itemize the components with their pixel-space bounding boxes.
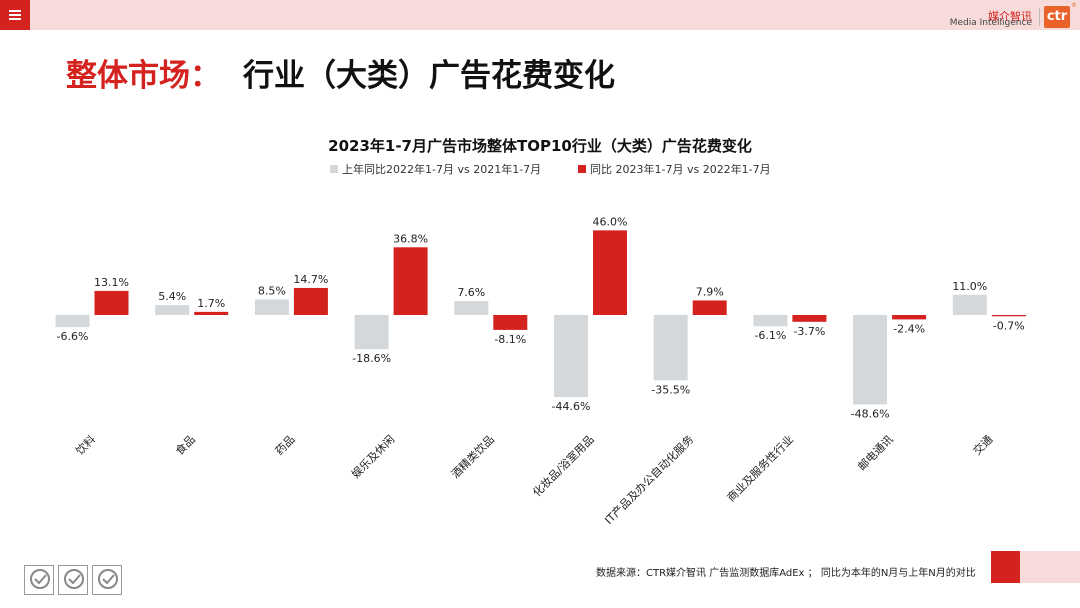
sgs-badge <box>24 565 54 595</box>
data-label-prev-year: -44.6% <box>552 400 591 413</box>
category-label: 食品 <box>172 432 197 457</box>
data-label-current-year: -2.4% <box>893 322 925 335</box>
data-label-current-year: 36.8% <box>393 232 428 245</box>
sgs-seal-icon <box>98 569 118 589</box>
bar-current-year <box>792 315 827 322</box>
data-label-prev-year: -35.5% <box>651 383 690 396</box>
data-label-current-year: 7.9% <box>696 285 724 298</box>
bar-prev-year <box>55 315 90 328</box>
page-title-right: 行业（大类）广告花费变化 <box>243 58 615 94</box>
bar-current-year <box>293 287 328 315</box>
sgs-badge <box>58 565 88 595</box>
bar-prev-year <box>653 315 688 381</box>
brand-name-cn: 媒介智讯 <box>988 10 1032 23</box>
bar-current-year <box>393 247 428 315</box>
data-label-current-year: 14.7% <box>293 273 328 286</box>
category-label: 娱乐及休闲 <box>348 432 397 481</box>
category-label: 商业及服务性行业 <box>724 432 796 504</box>
legend-swatch-red <box>578 165 586 173</box>
bar-prev-year <box>155 305 190 315</box>
category-label: IT产品及办公自动化服务 <box>602 432 697 527</box>
page-title-left: 整体市场： <box>66 58 221 94</box>
data-label-current-year: -0.7% <box>993 319 1025 332</box>
footer-pink-block <box>1020 551 1080 583</box>
data-label-current-year: 13.1% <box>94 276 129 289</box>
chart-title: 2023年1-7月广告市场整体TOP10行业（大类）广告花费变化 <box>328 137 752 155</box>
category-label: 邮电通讯 <box>855 433 895 473</box>
ctr-logo: ctr <box>1044 6 1070 28</box>
category-label: 交通 <box>970 432 995 457</box>
bar-prev-year <box>554 315 588 398</box>
footer-red-block <box>991 551 1021 583</box>
data-label-prev-year: 8.5% <box>258 284 286 297</box>
legend-label-prev-year: 上年同比2022年1-7月 vs 2021年1-7月 <box>342 163 542 176</box>
bar-prev-year <box>454 301 489 315</box>
category-label: 化妆品/浴室用品 <box>530 432 597 499</box>
category-label: 药品 <box>273 433 298 458</box>
bar-current-year <box>593 230 627 315</box>
bar-prev-year <box>952 294 987 315</box>
category-label: 饮料 <box>73 432 98 457</box>
bar-current-year <box>991 315 1026 317</box>
data-label-prev-year: -48.6% <box>851 407 890 420</box>
bar-prev-year <box>853 315 888 405</box>
legend-item-prev-year: 上年同比2022年1-7月 vs 2021年1-7月 <box>330 161 541 177</box>
sgs-seal-icon <box>30 569 50 589</box>
data-label-prev-year: 7.6% <box>457 286 485 299</box>
bar-current-year <box>94 290 129 315</box>
registered-mark-icon: ® <box>1071 2 1077 9</box>
sgs-seal-icon <box>64 569 84 589</box>
bar-prev-year <box>254 299 289 315</box>
data-source-note: 数据来源：CTR媒介智讯 广告监测数据库AdEx ； 同比为本年的N月与上年N月… <box>596 568 976 579</box>
data-label-prev-year: -6.6% <box>57 330 89 343</box>
brand-name-en: Media Intelligence <box>949 18 1032 28</box>
legend-swatch-grey <box>330 165 338 173</box>
data-label-current-year: 1.7% <box>197 297 225 310</box>
legend-label-current-year: 同比 2023年1-7月 vs 2022年1-7月 <box>590 163 771 176</box>
hamburger-menu-icon[interactable] <box>0 0 30 30</box>
category-label: 酒精类饮品 <box>448 432 497 481</box>
data-label-prev-year: 5.4% <box>158 290 186 303</box>
bar-current-year <box>194 311 229 315</box>
logo-divider <box>1039 8 1040 26</box>
certification-badges <box>24 565 124 597</box>
data-label-prev-year: -18.6% <box>352 352 391 365</box>
sgs-badge <box>92 565 122 595</box>
bar-current-year <box>892 315 927 320</box>
data-label-prev-year: 11.0% <box>952 280 987 293</box>
data-label-prev-year: -6.1% <box>754 329 786 342</box>
page-title: 整体市场： 行业（大类）广告花费变化 <box>66 50 615 95</box>
bar-prev-year <box>753 315 788 327</box>
legend-item-current-year: 同比 2023年1-7月 vs 2022年1-7月 <box>578 161 771 177</box>
data-label-current-year: -8.1% <box>494 333 526 346</box>
data-label-current-year: 46.0% <box>593 215 628 228</box>
top-bar <box>0 0 1080 30</box>
bar-current-year <box>692 300 727 315</box>
data-label-current-year: -3.7% <box>793 325 825 338</box>
bar-current-year <box>493 315 528 330</box>
bar-prev-year <box>354 315 389 350</box>
